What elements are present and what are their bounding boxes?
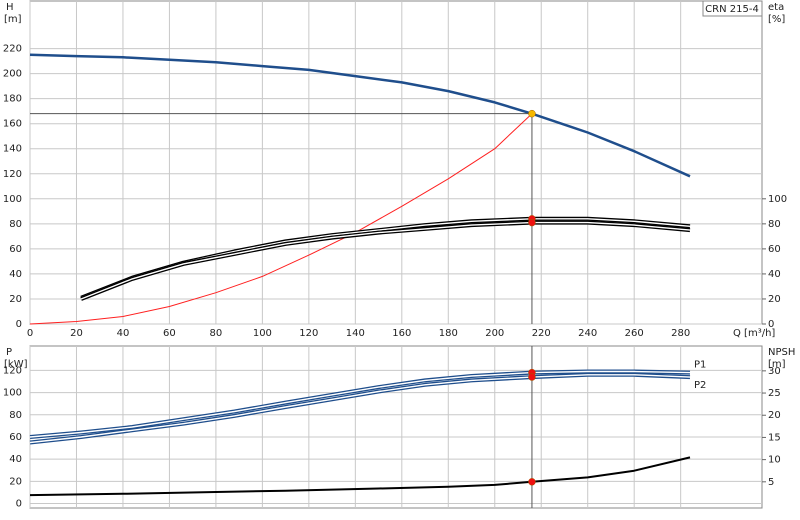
y-axis-label: H: [6, 2, 14, 13]
x-tick-label: 40: [117, 328, 130, 339]
y2-tick-label: 100: [768, 194, 787, 205]
y-tick-label: 40: [9, 454, 22, 465]
series-line-inner: [29, 370, 691, 438]
x-tick-label: 160: [392, 328, 411, 339]
y-tick-label: 180: [3, 94, 22, 105]
y2-axis-unit: [%]: [768, 14, 785, 25]
legend-label: P2: [694, 380, 706, 391]
y-axis-label: P: [6, 347, 12, 358]
chart-title: CRN 215-4: [705, 4, 759, 15]
duty-point: [528, 109, 536, 118]
y2-axis-unit: [m]: [768, 359, 786, 370]
y-tick-label: 120: [3, 169, 22, 180]
y-tick-label: 120: [3, 365, 22, 376]
x-tick-label: 20: [70, 328, 83, 339]
y-tick-label: 40: [9, 269, 22, 280]
x-tick-label: 220: [532, 328, 551, 339]
title-box: [702, 0, 763, 17]
y-tick-label: 20: [9, 476, 22, 487]
x-tick-label: 60: [163, 328, 176, 339]
y-tick-label: 100: [3, 194, 22, 205]
y-tick-label: 140: [3, 144, 22, 155]
y2-tick-label: 40: [768, 269, 781, 280]
y2-tick-label: 0: [768, 319, 774, 330]
y-tick-label: 220: [3, 44, 22, 55]
series-line-inner: [29, 374, 691, 444]
x-tick-label: 120: [299, 328, 318, 339]
x-tick-label: 100: [253, 328, 272, 339]
y-tick-label: 200: [3, 69, 22, 80]
y2-axis-label: NPSH: [768, 347, 795, 358]
y2-tick-label: 20: [768, 294, 781, 305]
y-tick-label: 80: [9, 219, 22, 230]
y-tick-label: 60: [9, 432, 22, 443]
x-tick-label: 280: [671, 328, 690, 339]
y-tick-label: 80: [9, 410, 22, 421]
series-line: [29, 113, 533, 325]
y2-tick-label: 25: [768, 388, 781, 399]
y2-tick-label: 5: [768, 477, 774, 488]
x-tick-label: 0: [27, 328, 33, 339]
y-tick-label: 20: [9, 294, 22, 305]
plot: 0 20 40 60 80 100 120 5 10 15 20 25 30 P[kW] NPSH[m] P1…: [3, 345, 795, 510]
duty-point: [528, 218, 536, 227]
y2-tick-label: 60: [768, 244, 781, 255]
plot: 0 20 40 60 80 100 120 140 160 180 200 220 240 260 2800…: [3, 0, 787, 339]
y-tick-label: 60: [9, 244, 22, 255]
y2-tick-label: 30: [768, 366, 781, 377]
y-tick-label: 100: [3, 388, 22, 399]
y-axis-unit: [m]: [4, 14, 22, 25]
legend-label: P1: [694, 360, 706, 371]
y-tick-label: 0: [16, 319, 22, 330]
x-axis-label: Q [m³/h]: [733, 328, 775, 339]
x-tick-label: 80: [210, 328, 223, 339]
y2-tick-label: 15: [768, 432, 781, 443]
series-line: [29, 456, 691, 497]
y2-axis-label: eta: [768, 2, 784, 13]
y-tick-label: 0: [16, 499, 22, 510]
series-line: [29, 372, 691, 445]
duty-point: [528, 478, 536, 486]
x-tick-label: 140: [346, 328, 365, 339]
x-tick-label: 260: [625, 328, 644, 339]
y2-tick-label: 20: [768, 410, 781, 421]
y-tick-label: 160: [3, 119, 22, 130]
x-tick-label: 240: [578, 328, 597, 339]
y2-tick-label: 10: [768, 455, 781, 466]
y-axis-unit: [kW]: [4, 359, 28, 370]
series-line: [29, 53, 691, 178]
y2-tick-label: 80: [768, 219, 781, 230]
x-tick-label: 200: [485, 328, 504, 339]
series-line-inner: [80, 221, 691, 300]
duty-point: [528, 373, 536, 381]
series-line: [80, 220, 691, 301]
x-tick-label: 180: [439, 328, 458, 339]
